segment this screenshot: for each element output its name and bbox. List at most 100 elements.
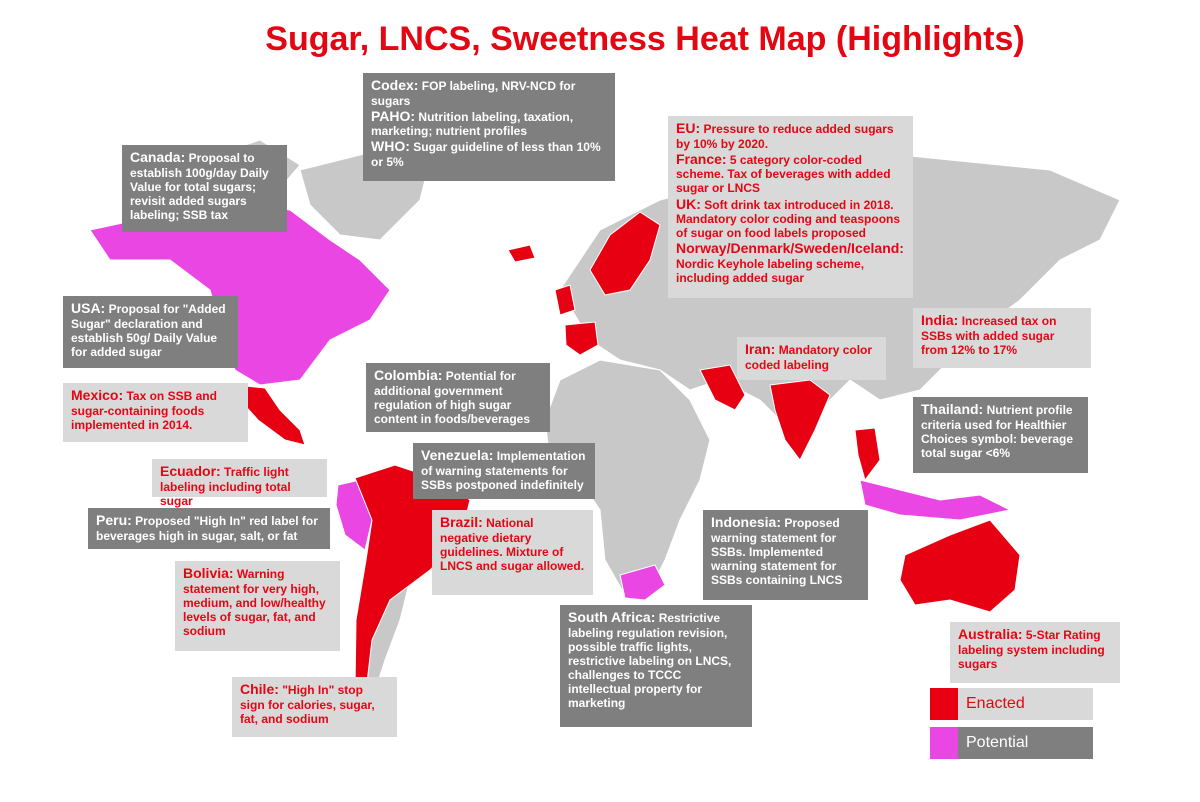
callout-text: Sugar guideline of less than 10% or 5% xyxy=(371,140,601,169)
callout-entry: South Africa: Restrictive labeling regul… xyxy=(568,609,744,710)
callout-box: India: Increased tax on SSBs with added … xyxy=(913,308,1091,368)
callout-text: Nutrition labeling, taxation, marketing;… xyxy=(371,109,574,139)
callout-entry: Colombia: Potential for additional gover… xyxy=(374,367,542,426)
callout-box: Bolivia: Warning statement for very high… xyxy=(175,561,340,651)
callout-entry: WHO: Sugar guideline of less than 10% or… xyxy=(371,138,607,169)
callout-entry: Iran: Mandatory color coded labeling xyxy=(745,341,878,372)
callout-box: Australia: 5-Star Rating labeling system… xyxy=(950,622,1120,683)
callout-entry: Codex: FOP labeling, NRV-NCD for sugars xyxy=(371,77,607,108)
callout-entry: Bolivia: Warning statement for very high… xyxy=(183,565,332,638)
title: Sugar, LNCS, Sweetness Heat Map (Highlig… xyxy=(265,20,1025,58)
callout-text: Soft drink tax introduced in 2018. Manda… xyxy=(676,197,901,241)
callout-text: Warning statement for very high, medium,… xyxy=(183,567,326,638)
callout-text: Pressure to reduce added sugars by 10% b… xyxy=(676,122,894,151)
callout-label: France: xyxy=(676,150,727,167)
callout-label: Venezuela: xyxy=(421,447,494,463)
south-africa xyxy=(619,564,666,601)
callout-text: 5 category color-coded scheme. Tax of be… xyxy=(676,152,891,196)
callout-entry: EU: Pressure to reduce added sugars by 1… xyxy=(676,120,905,151)
callout-label: EU: xyxy=(676,120,701,136)
thailand xyxy=(854,427,881,482)
callout-box: Ecuador: Traffic light labeling includin… xyxy=(152,459,327,508)
callout-box: EU: Pressure to reduce added sugars by 1… xyxy=(668,116,913,298)
callout-text: Mandatory color coded labeling xyxy=(745,343,873,372)
callout-label: Mexico: xyxy=(71,387,124,403)
callout-text: 5-Star Rating labeling system including … xyxy=(958,628,1105,671)
indonesia xyxy=(859,479,1012,521)
callout-entry: India: Increased tax on SSBs with added … xyxy=(921,312,1083,357)
callout-text: National negative dietary guidelines. Mi… xyxy=(440,516,585,573)
callout-label: UK: xyxy=(676,195,701,212)
callout-text: Potential for additional government regu… xyxy=(374,369,531,426)
callout-entry: Canada: Proposal to establish 100g/day D… xyxy=(130,149,279,222)
callout-label: Indonesia: xyxy=(711,514,782,530)
legend-swatch xyxy=(930,727,958,759)
legend-swatch xyxy=(930,688,958,720)
legend-label: Potential xyxy=(966,734,1029,751)
callout-entry: Chile: "High In" stop sign for calories,… xyxy=(240,681,389,726)
callout-box: Canada: Proposal to establish 100g/day D… xyxy=(122,145,287,232)
callout-label: Bolivia: xyxy=(183,565,234,581)
callout-label: Thailand: xyxy=(921,401,984,417)
callout-box: USA: Proposal for "Added Sugar" declarat… xyxy=(63,296,238,368)
callout-text: Nutrient profile criteria used for Healt… xyxy=(921,403,1074,460)
callout-box: Iran: Mandatory color coded labeling xyxy=(737,337,886,380)
iran xyxy=(699,364,746,411)
australia xyxy=(899,519,1021,613)
callout-text: Tax on SSB and sugar-containing foods im… xyxy=(71,389,217,432)
callout-box: Venezuela: Implementation of warning sta… xyxy=(413,443,595,499)
india xyxy=(769,379,831,461)
callout-entry: Ecuador: Traffic light labeling includin… xyxy=(160,463,319,508)
callout-entry: Peru: Proposed "High In" red label for b… xyxy=(96,512,322,543)
callout-label: Canada: xyxy=(130,149,186,165)
callout-label: Norway/Denmark/Sweden/Iceland: xyxy=(676,240,904,257)
callout-box: Peru: Proposed "High In" red label for b… xyxy=(88,508,330,549)
legend-label: Enacted xyxy=(966,695,1025,712)
callout-entry: Brazil: National negative dietary guidel… xyxy=(440,514,585,573)
callout-label: Brazil: xyxy=(440,514,483,530)
callout-text: Proposed "High In" red label for beverag… xyxy=(96,514,318,543)
callout-text: Proposed warning statement for SSBs. Imp… xyxy=(711,516,843,587)
callout-label: Peru: xyxy=(96,512,132,528)
legend-item: Potential xyxy=(930,727,1093,759)
callout-text: FOP labeling, NRV-NCD for sugars xyxy=(371,79,576,108)
callout-label: WHO: xyxy=(371,138,410,155)
callout-box: Colombia: Potential for additional gover… xyxy=(366,363,550,432)
legend-item: Enacted xyxy=(930,688,1093,720)
callout-entry: USA: Proposal for "Added Sugar" declarat… xyxy=(71,300,230,359)
callout-box: Chile: "High In" stop sign for calories,… xyxy=(232,677,397,737)
callout-box: South Africa: Restrictive labeling regul… xyxy=(560,605,752,727)
callout-label: Colombia: xyxy=(374,367,443,383)
uk xyxy=(554,284,576,316)
callout-entry: Australia: 5-Star Rating labeling system… xyxy=(958,626,1112,671)
callout-label: Codex: xyxy=(371,77,419,93)
callout-text: Restrictive labeling regulation revision… xyxy=(568,611,732,711)
callout-label: India: xyxy=(921,312,959,328)
callout-text: Increased tax on SSBs with added sugar f… xyxy=(921,314,1057,357)
callout-label: Iran: xyxy=(745,341,776,357)
callout-box: Indonesia: Proposed warning statement fo… xyxy=(703,510,868,600)
callout-entry: Indonesia: Proposed warning statement fo… xyxy=(711,514,860,587)
france xyxy=(564,321,599,356)
callout-box: Mexico: Tax on SSB and sugar-containing … xyxy=(63,383,248,442)
callout-box: Thailand: Nutrient profile criteria used… xyxy=(913,397,1088,473)
callout-entry: PAHO: Nutrition labeling, taxation, mark… xyxy=(371,108,607,139)
callout-entry: UK: Soft drink tax introduced in 2018. M… xyxy=(676,196,905,241)
callout-label: South Africa: xyxy=(568,609,656,625)
callout-text: Nordic Keyhole labeling scheme, includin… xyxy=(676,256,865,285)
callout-text: Traffic light labeling including total s… xyxy=(160,465,291,508)
callout-label: USA: xyxy=(71,300,106,316)
callout-entry: Venezuela: Implementation of warning sta… xyxy=(421,447,587,492)
callout-label: Ecuador: xyxy=(160,463,221,479)
callout-label: Chile: xyxy=(240,681,279,697)
callout-entry: Thailand: Nutrient profile criteria used… xyxy=(921,401,1080,460)
callout-text: "High In" stop sign for calories, sugar,… xyxy=(240,683,375,726)
callout-label: Australia: xyxy=(958,626,1023,642)
iceland xyxy=(507,244,536,263)
callout-text: Proposal for "Added Sugar" declaration a… xyxy=(71,302,226,359)
callout-label: PAHO: xyxy=(371,107,416,124)
callout-entry: France: 5 category color-coded scheme. T… xyxy=(676,151,905,196)
callout-entry: Mexico: Tax on SSB and sugar-containing … xyxy=(71,387,240,432)
scandinavia xyxy=(589,211,661,296)
